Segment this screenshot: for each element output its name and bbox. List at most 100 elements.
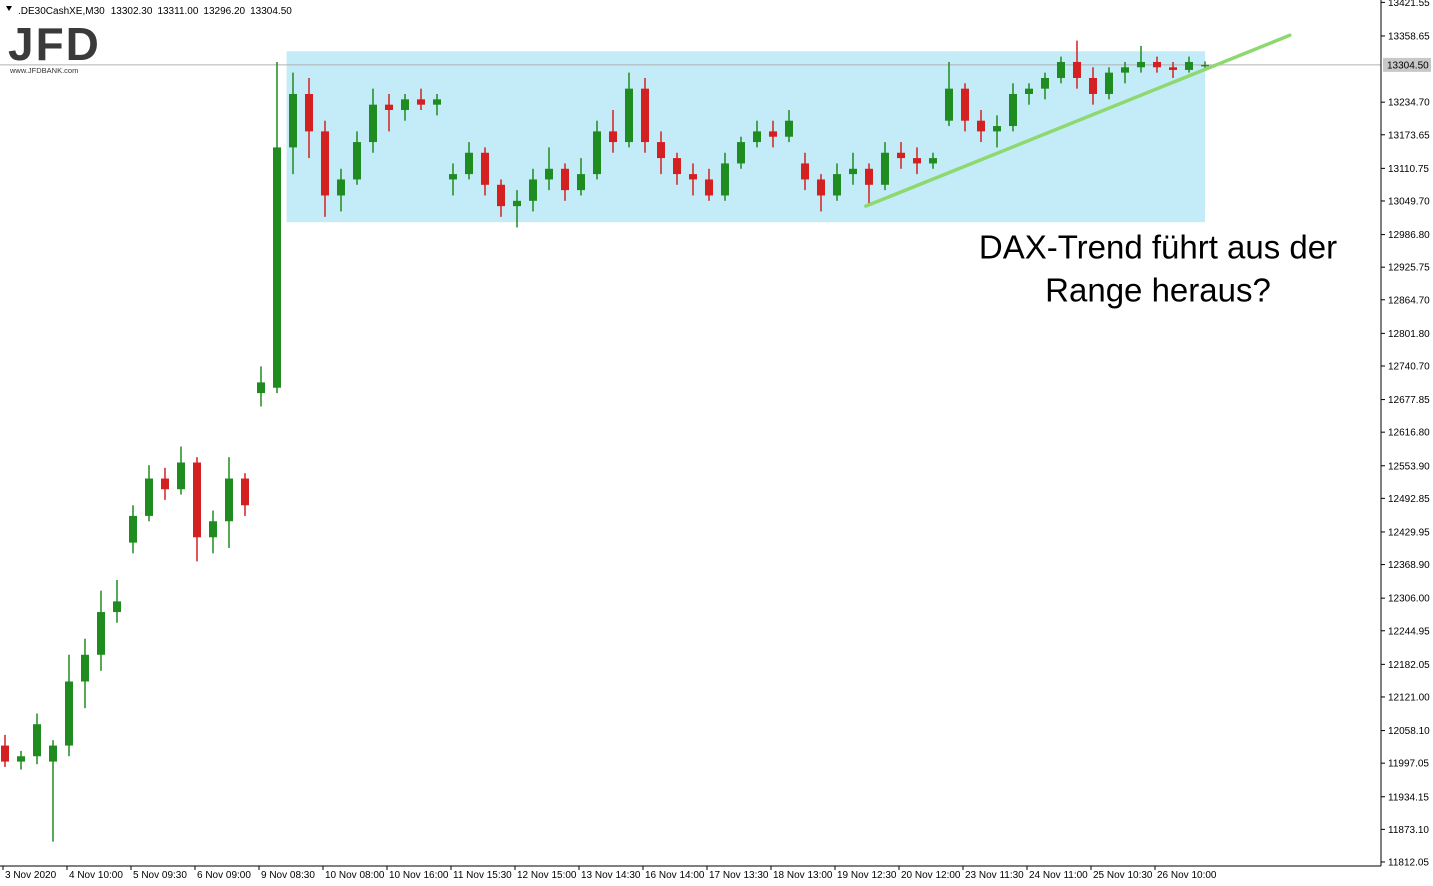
candle-body — [1009, 93, 1017, 127]
logo-url: www.JFDBANK.com — [9, 66, 78, 75]
price-label-bg — [1383, 57, 1431, 72]
y-tick-label: 12740.70 — [1388, 362, 1430, 373]
y-tick-label: 12864.70 — [1388, 295, 1430, 306]
candle-body — [545, 168, 553, 180]
y-tick-label: 13049.70 — [1388, 196, 1430, 207]
last-high: 13311.00 — [157, 6, 198, 17]
candle-body — [369, 104, 377, 143]
candle-body — [1089, 77, 1097, 94]
candle-body — [625, 88, 633, 143]
trendline — [864, 33, 1292, 208]
last-open: 13302.30 — [111, 6, 153, 17]
candle-body — [417, 99, 425, 105]
candle-body — [1, 745, 9, 762]
candle-body — [33, 724, 41, 757]
candle-body — [353, 142, 361, 180]
y-tick-label: 12801.80 — [1388, 329, 1430, 340]
y-tick-label: 11873.10 — [1388, 825, 1429, 836]
annotation: DAX-Trend führt aus der — [979, 229, 1337, 266]
candle-body — [49, 745, 57, 762]
candle-body — [737, 142, 745, 164]
candle-body — [529, 179, 537, 201]
x-tick-label: 19 Nov 12:30 — [837, 870, 897, 881]
x-tick-label: 10 Nov 16:00 — [389, 870, 449, 881]
candle-body — [145, 478, 153, 516]
candle-body — [705, 179, 713, 196]
x-tick-label: 10 Nov 08:00 — [325, 870, 385, 881]
candle-body — [785, 120, 793, 137]
y-tick-label: 12986.80 — [1388, 230, 1430, 241]
y-tick-label: 12429.95 — [1388, 527, 1430, 538]
candle-body — [225, 478, 233, 522]
x-tick-label: 24 Nov 11:00 — [1029, 870, 1088, 881]
candle-body — [289, 93, 297, 148]
candle-body — [1121, 67, 1129, 73]
x-tick-label: 17 Nov 13:30 — [709, 870, 769, 881]
last-close: 13304.50 — [250, 6, 292, 17]
y-tick-label: 12244.95 — [1388, 626, 1430, 637]
x-tick-label: 6 Nov 09:00 — [197, 870, 251, 881]
chart-header: .DE30CashXE,M30 13302.30 13311.00 13296.20 1… — [18, 6, 292, 17]
candle-body — [1137, 61, 1145, 68]
candle-body — [449, 174, 457, 180]
y-tick-label: 13421.55 — [1388, 0, 1430, 9]
x-tick-label: 9 Nov 08:30 — [261, 870, 315, 881]
candle-body — [977, 120, 985, 132]
candle-body — [129, 515, 137, 543]
symbol: .DE30CashXE,M30 — [18, 6, 105, 17]
candle-body — [241, 478, 249, 506]
candle-body — [1057, 61, 1065, 78]
x-tick-label: 5 Nov 09:30 — [133, 870, 187, 881]
last-low: 13296.20 — [203, 6, 245, 17]
candle-body — [961, 88, 969, 121]
candle-body — [897, 152, 905, 159]
y-tick-label: 13110.75 — [1388, 164, 1429, 175]
y-tick-label: 12306.00 — [1388, 594, 1430, 605]
x-tick-label: 26 Nov 10:00 — [1157, 870, 1217, 881]
x-tick-label: 23 Nov 11:30 — [965, 870, 1024, 881]
logo: JFD — [8, 18, 101, 70]
y-tick-label: 11812.05 — [1388, 857, 1429, 868]
candle-body — [721, 163, 729, 196]
candle-body — [17, 756, 25, 762]
x-tick-label: 11 Nov 15:30 — [453, 870, 512, 881]
candle-body — [97, 612, 105, 655]
candle-body — [1105, 72, 1113, 94]
x-tick-label: 4 Nov 10:00 — [69, 870, 123, 881]
candle-body — [1153, 61, 1161, 68]
annotation: Range heraus? — [1045, 272, 1271, 309]
x-tick-label: 12 Nov 15:00 — [517, 870, 577, 881]
y-tick-label: 13234.70 — [1388, 98, 1430, 109]
candle-body — [1025, 88, 1033, 94]
candle-body — [465, 152, 473, 175]
candle-body — [113, 601, 121, 613]
candle-body — [321, 131, 329, 196]
candle-body — [929, 158, 937, 164]
x-tick-label: 25 Nov 10:30 — [1093, 870, 1153, 881]
candle-body — [273, 147, 281, 388]
candle-body — [865, 168, 873, 185]
candle-body — [993, 126, 1001, 132]
candle-body — [209, 521, 217, 538]
y-tick-label: 12182.05 — [1388, 660, 1430, 671]
y-tick-label: 12492.85 — [1388, 494, 1430, 505]
candle-body — [257, 382, 265, 394]
candle-body — [497, 184, 505, 207]
y-tick-label: 11934.15 — [1388, 792, 1429, 803]
candle-body — [193, 462, 201, 538]
y-tick-label: 12925.75 — [1388, 263, 1430, 274]
y-tick-label: 13358.65 — [1388, 31, 1430, 42]
menu-arrow — [6, 6, 12, 11]
y-tick-label: 12121.00 — [1388, 692, 1430, 703]
candle-body — [689, 174, 697, 180]
candle-body — [1073, 61, 1081, 78]
candle-body — [881, 152, 889, 185]
candle-body — [1185, 61, 1193, 70]
candle-body — [913, 158, 921, 164]
candle-body — [561, 168, 569, 191]
candle-body — [81, 654, 89, 682]
y-tick-label: 11997.05 — [1388, 759, 1429, 770]
candle-body — [769, 131, 777, 137]
x-tick-label: 20 Nov 12:00 — [901, 870, 961, 881]
